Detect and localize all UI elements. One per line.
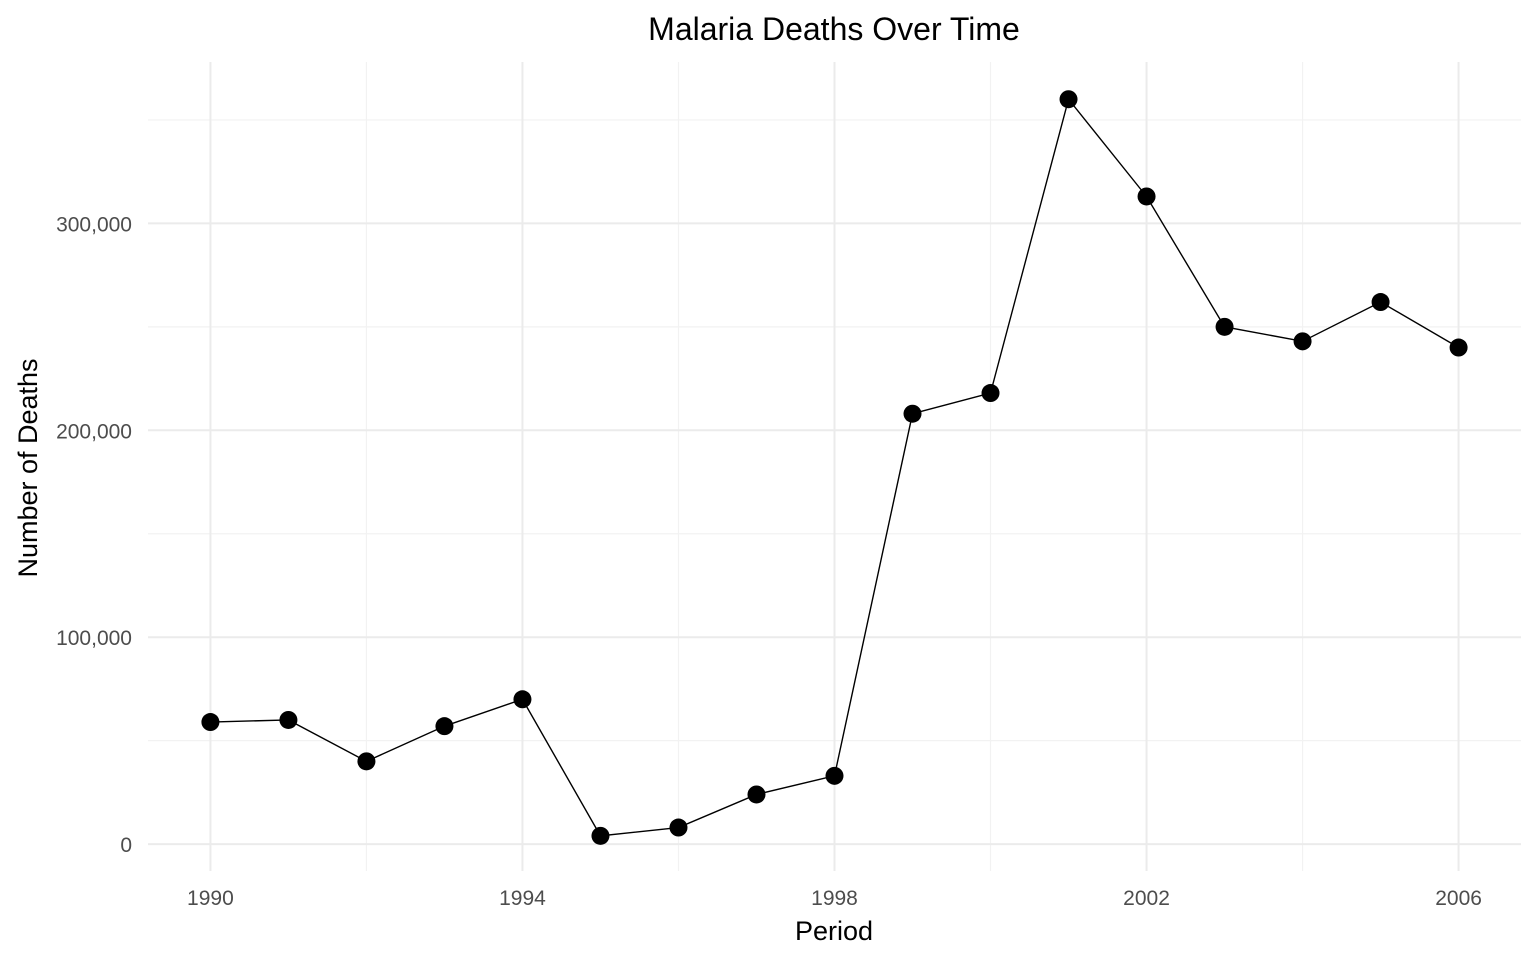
y-tick-label: 100,000 — [56, 627, 132, 650]
x-axis-title: Period — [795, 916, 873, 946]
data-point — [903, 404, 922, 423]
y-tick-label: 300,000 — [56, 213, 132, 236]
x-tick-label: 1990 — [187, 887, 234, 910]
data-point — [357, 752, 376, 771]
x-tick-label: 1994 — [499, 887, 546, 910]
data-point — [669, 818, 688, 837]
data-point — [1371, 293, 1390, 312]
data-point — [201, 713, 220, 732]
chart-title: Malaria Deaths Over Time — [648, 11, 1020, 47]
data-point — [1137, 187, 1156, 206]
y-tick-label: 0 — [120, 834, 132, 857]
data-point — [513, 690, 532, 709]
data-point — [591, 826, 610, 845]
x-tick-label: 1998 — [811, 887, 858, 910]
points-layer — [201, 90, 1468, 845]
data-point — [747, 785, 766, 804]
y-tick-label: 200,000 — [56, 420, 132, 443]
data-point — [981, 384, 1000, 403]
x-tick-label: 2006 — [1435, 887, 1482, 910]
data-point — [279, 710, 298, 729]
data-point — [1449, 338, 1468, 357]
data-point — [1215, 317, 1234, 336]
data-point — [435, 717, 454, 736]
y-axis-title: Number of Deaths — [13, 358, 43, 577]
data-point — [825, 766, 844, 785]
data-point — [1059, 90, 1078, 109]
x-tick-label: 2002 — [1123, 887, 1170, 910]
x-axis-ticks: 1990 1994 1998 2002 2006 — [187, 887, 1482, 910]
y-axis-ticks: 0 100,000 200,000 300,000 — [56, 213, 132, 857]
data-point — [1293, 332, 1312, 351]
